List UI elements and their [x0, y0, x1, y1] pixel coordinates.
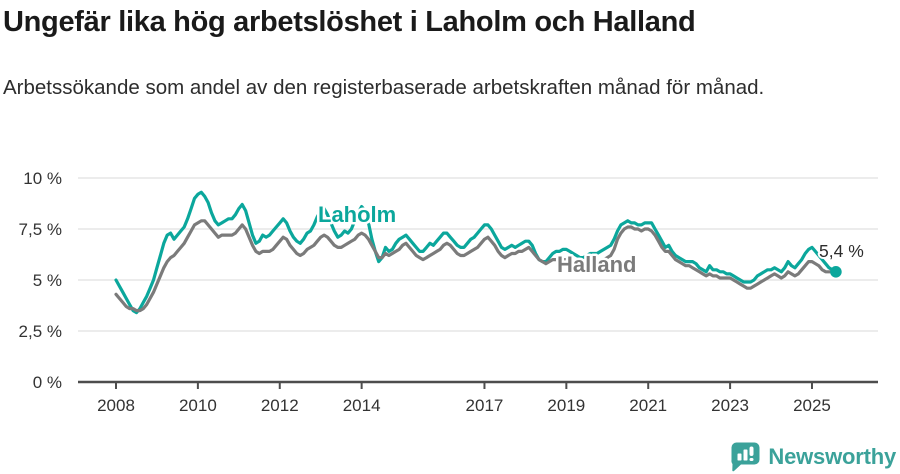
y-tick-label: 2,5 % — [19, 322, 62, 341]
newsworthy-logo[interactable]: Newsworthy — [730, 441, 896, 472]
x-tick-label: 2008 — [97, 396, 135, 415]
halland-line — [114, 219, 838, 313]
x-tick-label: 2012 — [261, 396, 299, 415]
line-chart: 0 % 2,5 % 5 % 7,5 % 10 % 2008 2010 2012 2014 201… — [0, 158, 900, 428]
end-point-dot — [830, 266, 842, 278]
y-tick-label: 10 % — [23, 169, 62, 188]
chart-canvas: 0 % 2,5 % 5 % 7,5 % 10 % 2008 2010 2012 2014 201… — [19, 169, 878, 415]
laholm-line — [114, 190, 838, 315]
y-tick-label: 5 % — [33, 271, 62, 290]
y-tick-label: 7,5 % — [19, 220, 62, 239]
series-label-laholm: Laholm — [318, 202, 396, 227]
chart-subtitle: Arbetssökande som andel av den registerb… — [3, 76, 765, 99]
x-tick-label: 2019 — [547, 396, 585, 415]
x-tick-label: 2014 — [343, 396, 381, 415]
end-value-label: 5,4 % — [819, 241, 864, 261]
series-label-halland: Halland — [557, 252, 636, 277]
newsworthy-wordmark: Newsworthy — [768, 443, 896, 469]
page-title: Ungefär lika hög arbetslöshet i Laholm o… — [3, 6, 696, 38]
x-tick-label: 2025 — [793, 396, 831, 415]
y-tick-label: 0 % — [33, 373, 62, 392]
x-tick-label: 2017 — [466, 396, 504, 415]
x-tick-label: 2023 — [711, 396, 749, 415]
newsworthy-icon — [731, 442, 760, 472]
x-tick-label: 2010 — [179, 396, 217, 415]
x-tick-label: 2021 — [629, 396, 667, 415]
